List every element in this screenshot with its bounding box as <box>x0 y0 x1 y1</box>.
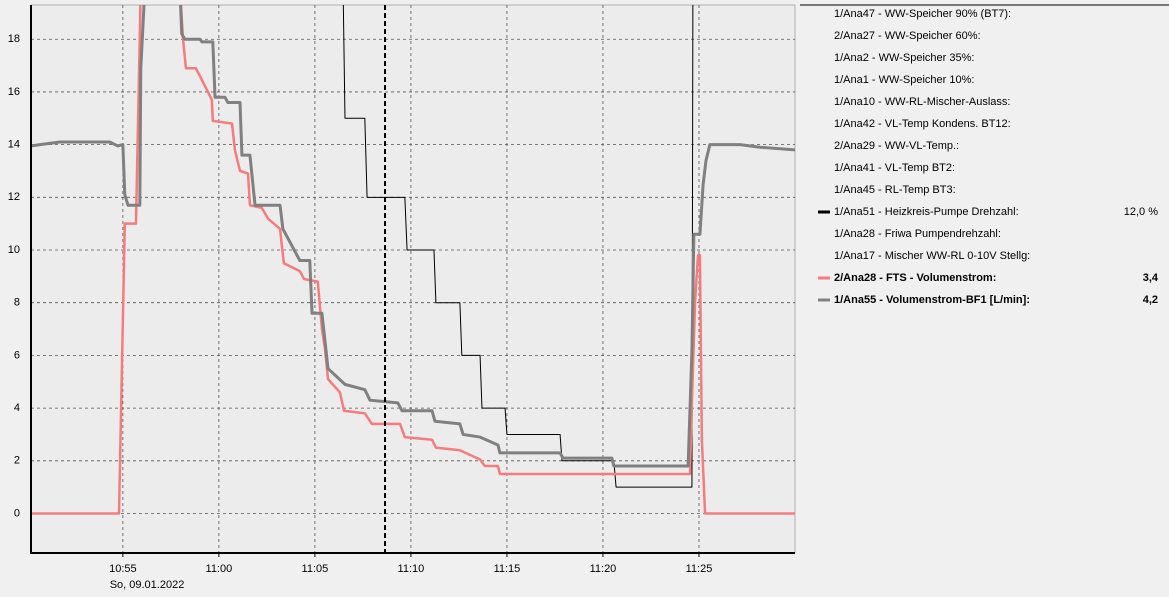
legend-label: 1/Ana10 - WW-RL-Mischer-Auslass: <box>834 96 1010 108</box>
legend-label: 1/Ana55 - Volumenstrom-BF1 [L/min]: <box>834 294 1030 306</box>
y-tick-label: 6 <box>14 349 20 361</box>
x-tick-label: 11:25 <box>686 563 713 575</box>
y-tick-label: 0 <box>14 507 20 519</box>
legend-label: 1/Ana42 - VL-Temp Kondens. BT12: <box>834 118 1011 130</box>
date-label: So, 09.01.2022 <box>110 579 185 591</box>
x-tick-label: 11:15 <box>494 563 521 575</box>
series-lines <box>31 5 795 515</box>
x-tick-label: 11:00 <box>206 563 233 575</box>
y-tick-label: 14 <box>8 139 20 151</box>
legend-label: 1/Ana51 - Heizkreis-Pumpe Drehzahl: <box>834 206 1019 218</box>
y-tick-label: 8 <box>14 297 20 309</box>
legend-label: 1/Ana45 - RL-Temp BT3: <box>834 184 956 196</box>
legend-label: 1/Ana17 - Mischer WW-RL 0-10V Stellg: <box>834 250 1030 262</box>
y-tick-label: 18 <box>8 33 20 45</box>
legend: 1/Ana47 - WW-Speicher 90% (BT7): 2/Ana27 … <box>818 8 1159 306</box>
x-tick-label: 11:20 <box>590 563 617 575</box>
plot-area <box>30 4 796 554</box>
y-tick-label: 10 <box>8 244 20 256</box>
series-line <box>31 5 795 468</box>
legend-readout: 3,4 <box>1143 272 1159 284</box>
legend-label: 2/Ana28 - FTS - Volumenstrom: <box>834 272 996 284</box>
y-tick-label: 16 <box>8 86 20 98</box>
y-tick-label: 4 <box>14 402 20 414</box>
y-tick-label: 2 <box>14 455 20 467</box>
x-tick-label: 11:05 <box>302 563 329 575</box>
x-tick-label: 10:55 <box>109 563 137 575</box>
series-line <box>31 5 795 515</box>
x-tick-label: 11:10 <box>398 563 425 575</box>
legend-label: 1/Ana1 - WW-Speicher 10%: <box>834 74 974 86</box>
legend-readout: 4,2 <box>1143 294 1158 306</box>
legend-label: 2/Ana27 - WW-Speicher 60%: <box>834 30 981 42</box>
legend-label: 1/Ana2 - WW-Speicher 35%: <box>834 52 974 64</box>
legend-label: 1/Ana41 - VL-Temp BT2: <box>834 162 955 174</box>
grid: 0 2 4 6 8 10 12 14 16 18 10:55 11:00 11:05 11:10 11:15… <box>8 5 795 575</box>
y-tick-label: 12 <box>8 191 20 203</box>
legend-readout: 12,0 % <box>1124 206 1158 218</box>
legend-label: 1/Ana28 - Friwa Pumpendrehzahl: <box>834 228 1001 240</box>
legend-label: 2/Ana29 - WW-VL-Temp.: <box>834 140 959 152</box>
series-line <box>342 5 694 488</box>
legend-label: 1/Ana47 - WW-Speicher 90% (BT7): <box>834 8 1011 20</box>
